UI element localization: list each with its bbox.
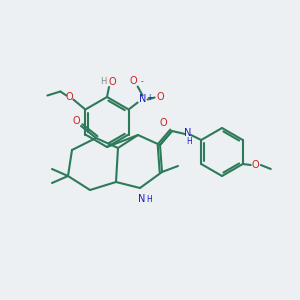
Text: O: O: [72, 116, 80, 126]
Text: O: O: [130, 76, 137, 86]
Text: H: H: [186, 137, 192, 146]
Text: O: O: [65, 92, 73, 101]
Text: O: O: [157, 92, 164, 103]
Text: N: N: [184, 128, 192, 138]
Text: O: O: [159, 118, 167, 128]
Text: +: +: [146, 93, 153, 102]
Text: H: H: [146, 196, 152, 205]
Text: H: H: [100, 77, 106, 86]
Text: N: N: [139, 94, 146, 104]
Text: N: N: [138, 194, 146, 204]
Text: O: O: [108, 77, 116, 87]
Text: O: O: [252, 160, 260, 170]
Text: -: -: [140, 77, 143, 86]
